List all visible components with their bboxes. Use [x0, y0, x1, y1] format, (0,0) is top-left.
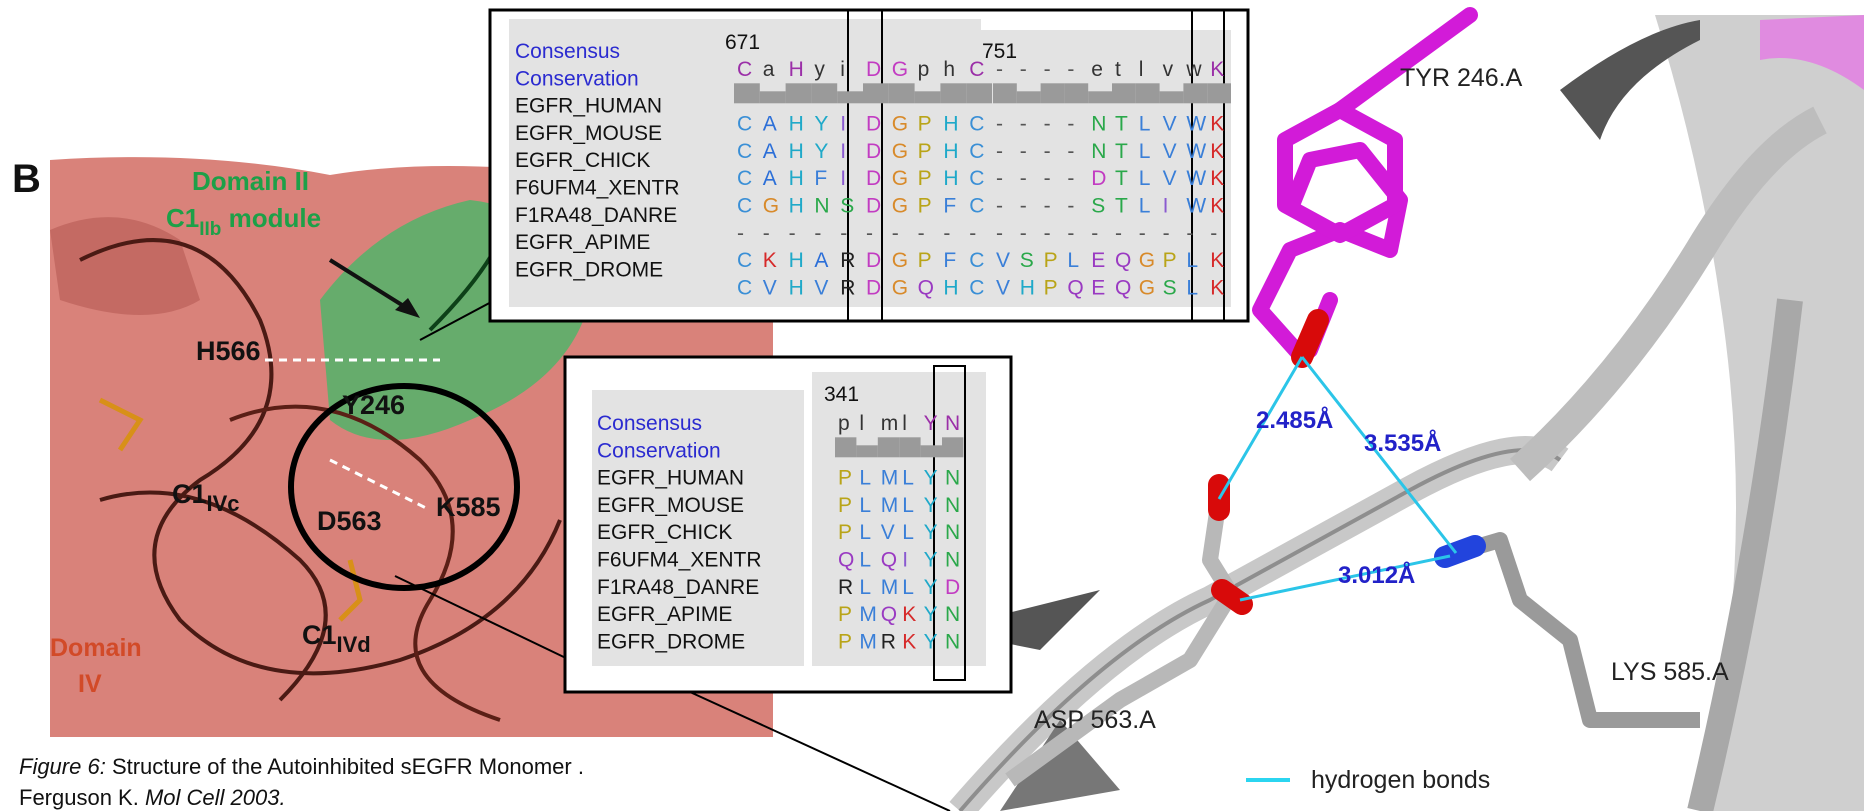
- conservation-bar: [1112, 83, 1136, 103]
- c1-label: C1: [302, 620, 337, 650]
- module-c1: C1: [166, 203, 199, 233]
- c1-sub: IVd: [337, 632, 371, 657]
- conservation-bar: [889, 83, 915, 103]
- conservation-bar: [993, 83, 1017, 103]
- distance-label: 3.012Å: [1338, 561, 1415, 589]
- conservation-bar: [921, 445, 942, 457]
- sequence-name: F1RA48_DANRE: [515, 204, 677, 227]
- conservation-bar: [856, 445, 877, 457]
- conservation-bar: [966, 83, 992, 103]
- caption-label: Figure 6:: [19, 754, 106, 779]
- sequence-name: F6UFM4_XENTR: [597, 549, 762, 572]
- panel-label: B: [12, 157, 41, 201]
- residue-label: ASP 563.A: [1034, 706, 1156, 734]
- c1-label: C1: [172, 479, 207, 509]
- legend-label: hydrogen bonds: [1311, 766, 1490, 794]
- distance-label: 3.535Å: [1364, 429, 1441, 457]
- conservation-bar: [863, 83, 889, 103]
- conservation-bar: [837, 91, 863, 103]
- sequence-name: EGFR_HUMAN: [597, 467, 744, 490]
- caption: Figure 6: Structure of the Autoinhibited…: [19, 754, 584, 779]
- sequence-name: F6UFM4_XENTR: [515, 177, 680, 200]
- conservation-bar: [760, 91, 786, 103]
- domain-label: Domain II: [192, 166, 309, 196]
- sequence-name: Consensus: [597, 412, 702, 435]
- sequence-name: Consensus: [515, 40, 620, 63]
- conservation-bar: [1183, 83, 1207, 103]
- caption-title: Structure of the Autoinhibited sEGFR Mon…: [106, 754, 584, 779]
- conservation-bar: [1064, 83, 1088, 103]
- sequence-name: EGFR_MOUSE: [597, 494, 744, 517]
- position-number: 341: [824, 383, 859, 406]
- domain-label: IV: [78, 670, 102, 698]
- module-sub: IIb: [199, 219, 221, 240]
- caption: Ferguson K. Mol Cell 2003.: [19, 785, 286, 810]
- residue-label: TYR 246.A: [1400, 64, 1523, 92]
- conservation-bar: [811, 83, 837, 103]
- c1-sub: IVc: [207, 491, 240, 516]
- residue-label: H566: [196, 336, 261, 366]
- conservation-bar: [1136, 83, 1160, 103]
- conservation-bar: [1017, 91, 1041, 103]
- sequence-name: EGFR_CHICK: [597, 521, 732, 544]
- conservation-bar: [1160, 91, 1184, 103]
- figure: TYR 246.A LYS 585.A ASP 563.A 2.485Å 3.5…: [0, 0, 1864, 811]
- conservation-bar: [1088, 91, 1112, 103]
- conservation-bar: [878, 437, 899, 457]
- conservation-bar: [1041, 83, 1065, 103]
- sequence-name: EGFR_CHICK: [515, 149, 650, 172]
- domain-label: Domain: [50, 634, 142, 662]
- conservation-bar: [915, 91, 941, 103]
- sequence-name: F1RA48_DANRE: [597, 576, 759, 599]
- position-number: 671: [725, 31, 760, 54]
- sequence-name: EGFR_MOUSE: [515, 122, 662, 145]
- sequence-name: EGFR_DROME: [515, 258, 663, 281]
- sequence-name: Conservation: [515, 67, 639, 90]
- sequence-name: EGFR_DROME: [597, 630, 745, 653]
- conservation-bar: [1207, 83, 1231, 103]
- conservation-bar: [835, 437, 856, 457]
- conservation-bar: [786, 83, 812, 103]
- sequence-name: EGFR_APIME: [515, 231, 650, 254]
- page: TYR 246.A LYS 585.A ASP 563.A 2.485Å 3.5…: [0, 0, 1864, 811]
- residue-label: Y246: [342, 390, 405, 420]
- residue-label: K585: [436, 492, 501, 522]
- sequence-name: Conservation: [597, 439, 721, 462]
- conservation-bar: [734, 83, 760, 103]
- caption-authors: Ferguson K.: [19, 785, 145, 810]
- distance-label: 2.485Å: [1256, 406, 1333, 434]
- sequence-name: EGFR_APIME: [597, 603, 732, 626]
- caption-journal: Mol Cell 2003.: [145, 785, 286, 810]
- residue-label: D563: [317, 506, 382, 536]
- sequence-name: EGFR_HUMAN: [515, 95, 662, 118]
- conservation-bar: [940, 83, 966, 103]
- conservation-bar: [899, 437, 920, 457]
- residue-label: LYS 585.A: [1611, 658, 1729, 686]
- module-rest: module: [221, 203, 321, 233]
- conservation-bar: [942, 437, 963, 457]
